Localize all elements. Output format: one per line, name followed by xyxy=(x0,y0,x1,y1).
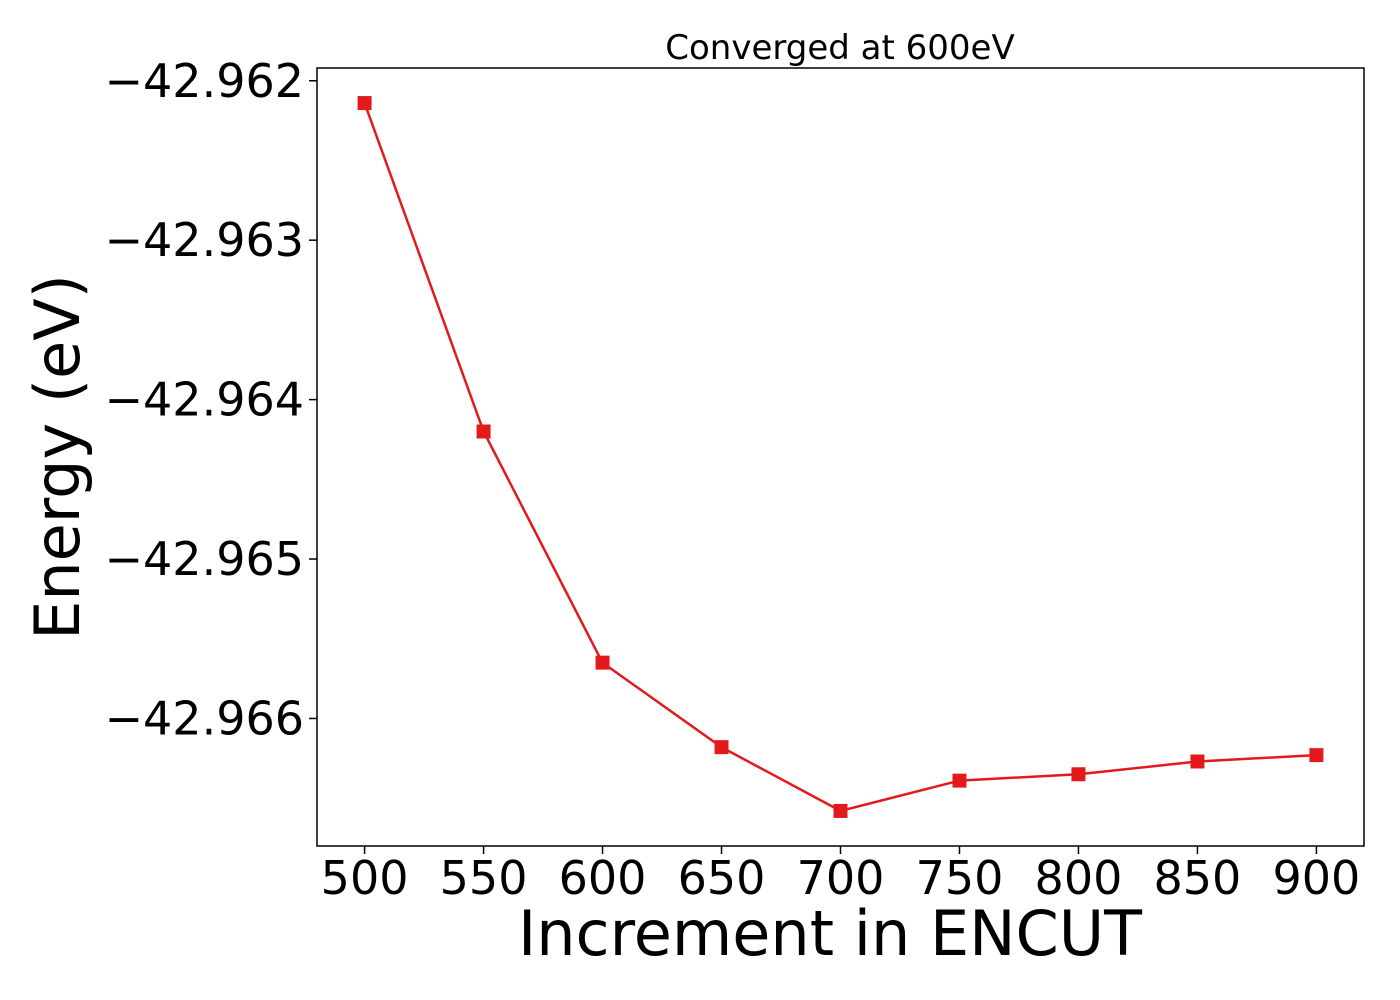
data-point-marker xyxy=(595,655,610,670)
data-point-marker xyxy=(1309,748,1324,763)
data-point-marker xyxy=(357,96,372,111)
data-point-marker xyxy=(476,424,491,439)
y-axis: −42.962 −42.963 −42.964 −42.965 −42.966 xyxy=(105,54,317,745)
y-tick-label: −42.966 xyxy=(105,691,305,745)
y-tick-label: −42.965 xyxy=(105,532,305,586)
y-tick-label: −42.964 xyxy=(105,373,305,427)
data-point-marker xyxy=(714,740,729,755)
y-tick-label: −42.963 xyxy=(105,213,305,267)
x-tick-label: 850 xyxy=(1154,851,1242,905)
data-point-marker xyxy=(1190,754,1205,769)
x-tick-label: 500 xyxy=(321,851,409,905)
chart-title: Converged at 600eV xyxy=(665,28,1014,68)
plot-area xyxy=(357,96,1324,818)
x-tick-label: 900 xyxy=(1273,851,1361,905)
y-axis-title: Energy (eV) xyxy=(21,274,94,640)
x-tick-label: 700 xyxy=(797,851,885,905)
x-tick-label: 550 xyxy=(440,851,528,905)
x-tick-label: 800 xyxy=(1035,851,1123,905)
y-tick-label: −42.962 xyxy=(105,54,305,108)
x-tick-label: 650 xyxy=(678,851,766,905)
x-axis-title: Increment in ENCUT xyxy=(518,897,1143,970)
x-tick-label: 600 xyxy=(559,851,647,905)
x-tick-label: 750 xyxy=(916,851,1004,905)
data-point-marker xyxy=(833,803,848,818)
data-point-marker xyxy=(1071,767,1086,782)
x-axis: 500 550 600 650 700 750 800 850 900 xyxy=(321,846,1361,905)
data-point-marker xyxy=(952,773,967,788)
